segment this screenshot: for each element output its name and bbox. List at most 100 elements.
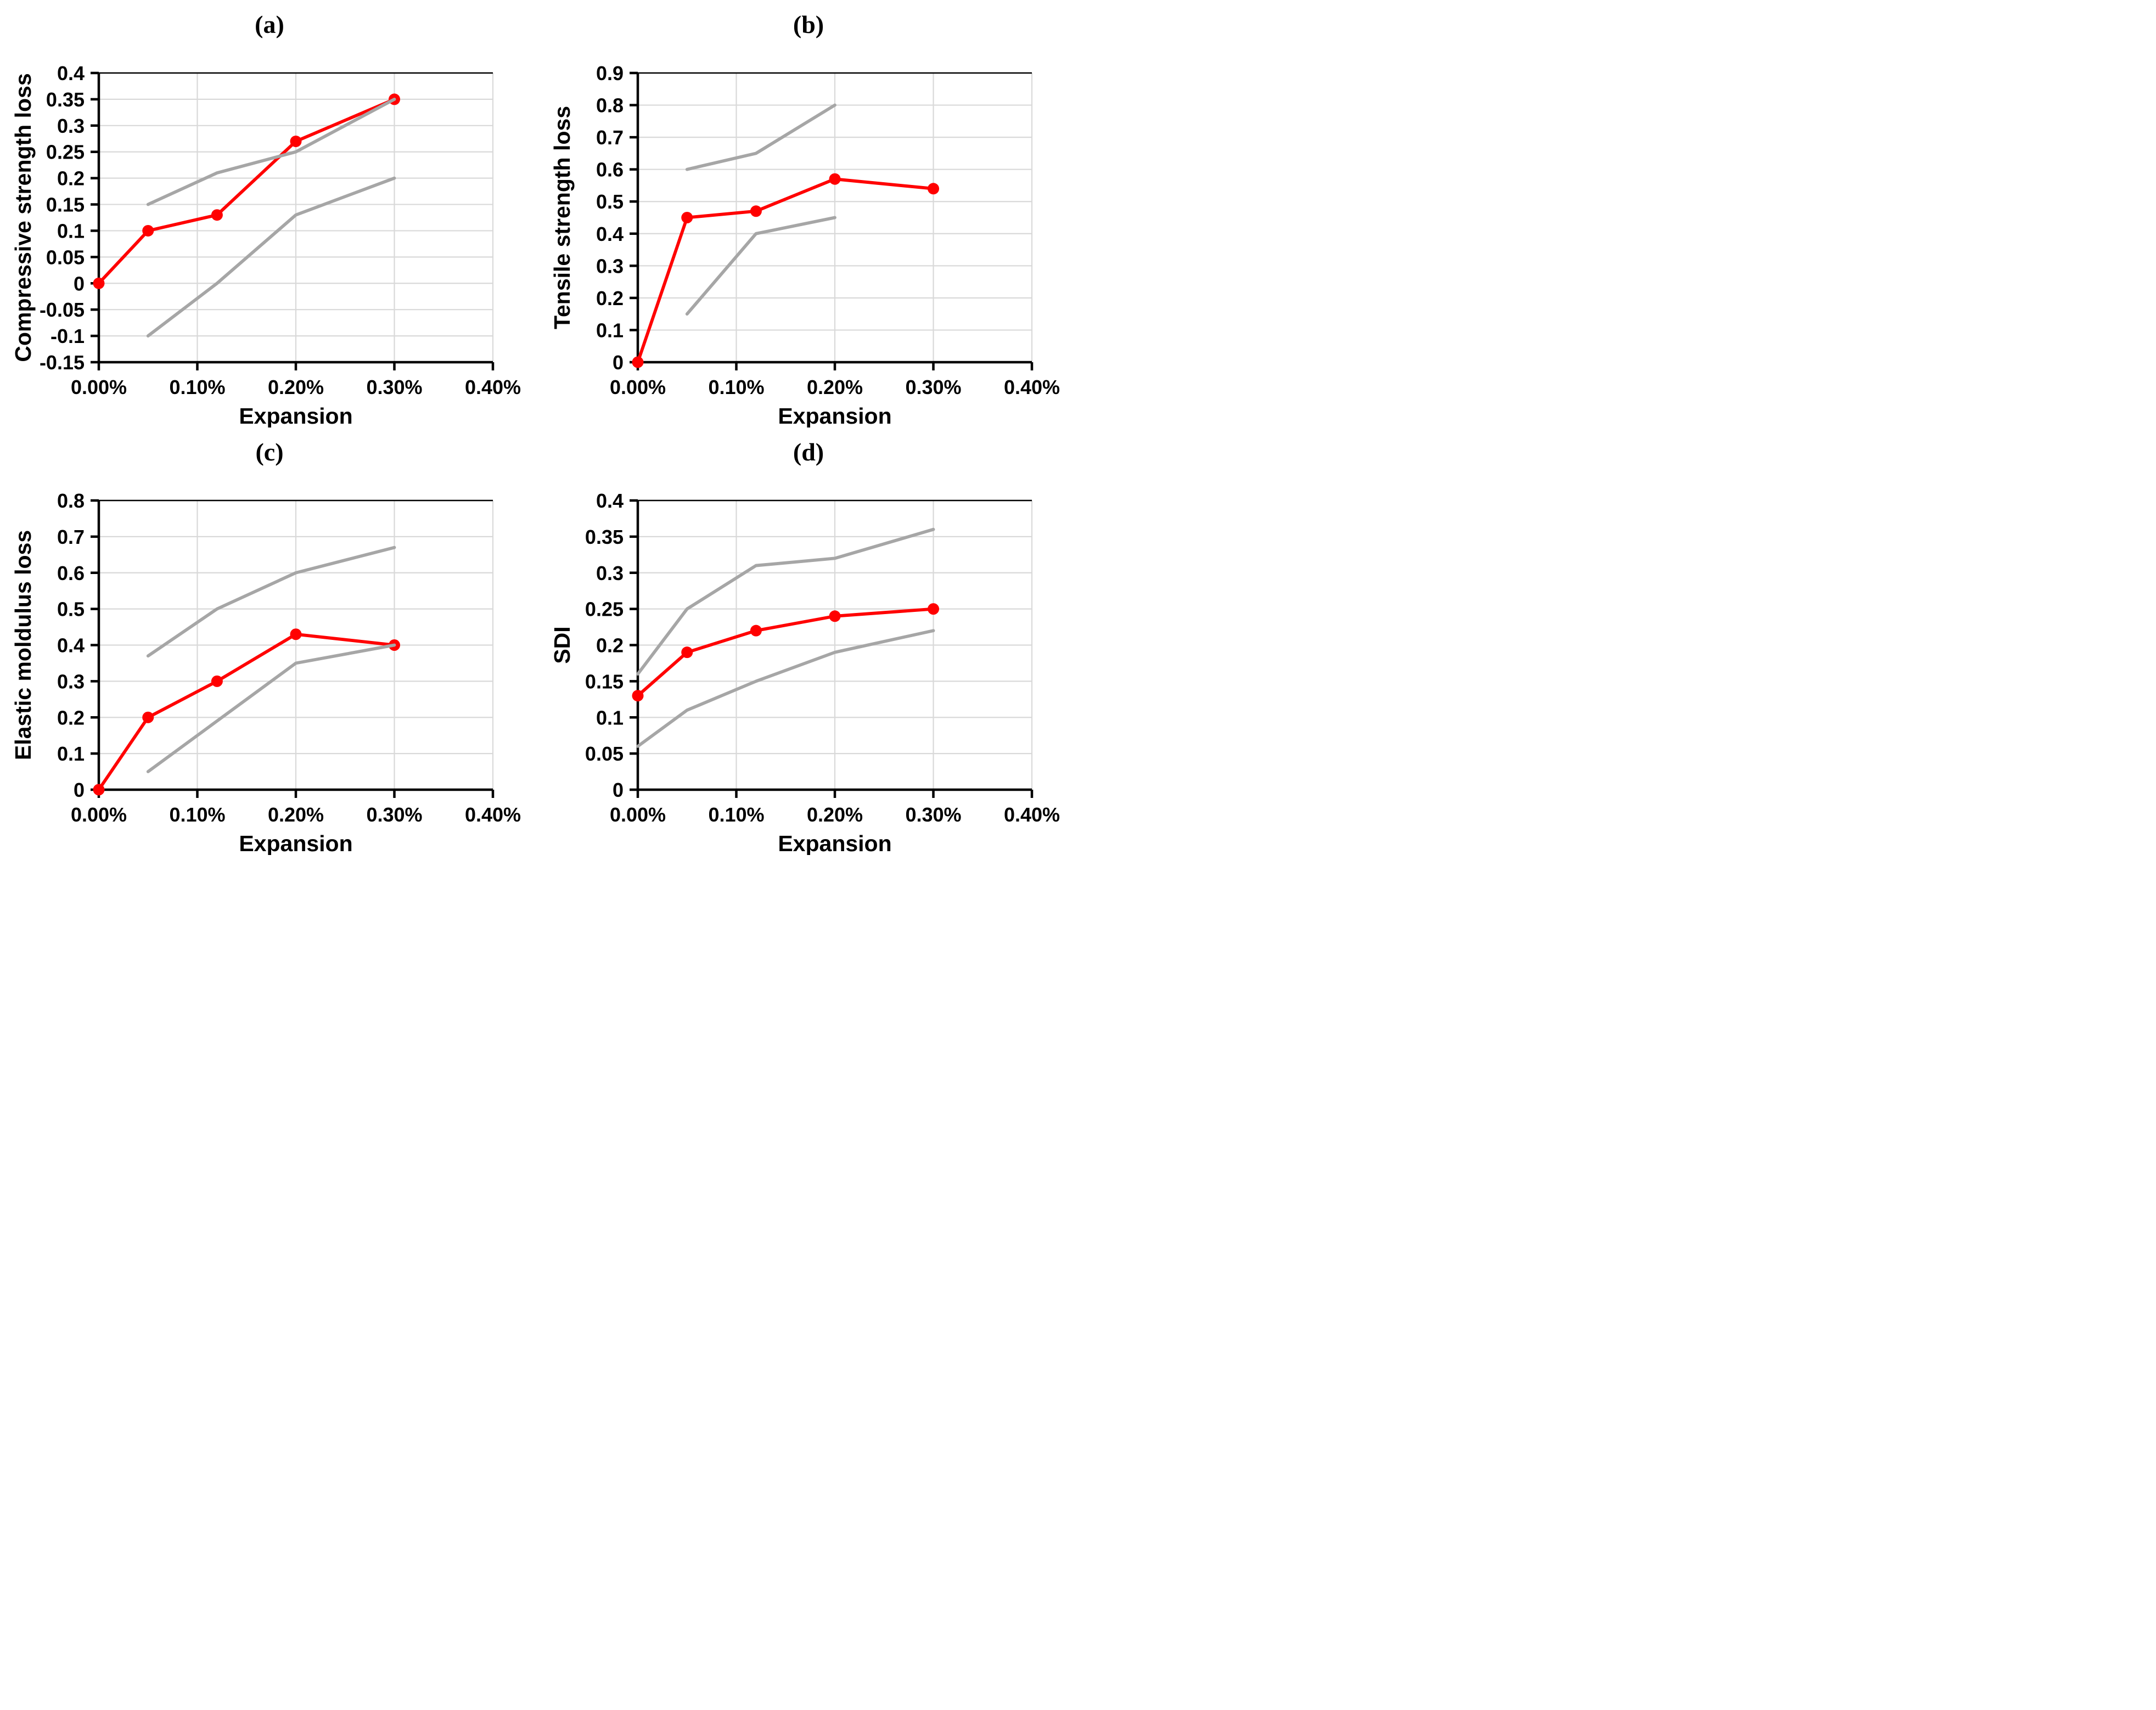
- x-tick-label: 0.00%: [71, 803, 127, 826]
- x-tick-label: 0.20%: [268, 376, 324, 398]
- chart-panel-d: 0.4 0.35 0.3 0.25 0.2 0.15 0.1 0.05 00.00% 0.10% 0…: [539, 428, 1078, 855]
- x-tick-label: 0.20%: [268, 803, 324, 826]
- series-group: [632, 527, 939, 748]
- y-tick-label: -0.15: [40, 351, 85, 374]
- gridlines: [638, 499, 1033, 790]
- series-lower-bound-line: [685, 216, 836, 316]
- x-tick-label: 0.30%: [366, 376, 422, 398]
- x-tick-label: 0.40%: [465, 376, 521, 398]
- x-tick-label: 0.10%: [708, 376, 764, 398]
- series-lower-bound-line: [636, 629, 935, 748]
- y-tick-label: 0.2: [57, 167, 85, 190]
- figure-grid: 0.4 0.35 0.3 0.25 0.2 0.15 0.1 0.05 0 -0.05 -0.1 -0…: [0, 0, 1078, 855]
- y-tick-label: 0.4: [596, 490, 624, 512]
- y-tick-label: 0.5: [596, 190, 624, 213]
- data-point-marker: [290, 136, 302, 148]
- x-tick-label: 0.40%: [1004, 376, 1060, 398]
- chart-panel-b: 0.9 0.8 0.7 0.6 0.5 0.4 0.3 0.2 0.1 00.00% 0.10% 0.…: [539, 0, 1078, 428]
- y-tick-label: 0.4: [596, 223, 624, 245]
- y-tick-label: 0.3: [596, 562, 624, 584]
- chart-text: 0.4 0.35 0.3 0.25 0.2 0.15 0.1 0.05 00.00% 0.10% 0…: [549, 438, 1060, 855]
- chart-panel-c: 0.8 0.7 0.6 0.5 0.4 0.3 0.2 0.1 00.00% 0.10% 0.20%…: [0, 428, 539, 855]
- series-group: [632, 103, 939, 368]
- y-tick-label: 0.1: [596, 706, 624, 729]
- y-tick-label: 0.6: [57, 562, 85, 584]
- y-tick-label: -0.05: [40, 299, 85, 321]
- chart-panel-a: 0.4 0.35 0.3 0.25 0.2 0.15 0.1 0.05 0 -0.05 -0.1 -0…: [0, 0, 539, 428]
- y-axis-title: Tensile strength loss: [549, 106, 575, 329]
- x-tick-label: 0.00%: [71, 376, 127, 398]
- data-point-marker: [142, 224, 154, 237]
- y-axis-title: Elastic moldulus loss: [10, 530, 36, 760]
- data-point-marker: [829, 610, 841, 622]
- series-lower-bound-line: [146, 176, 396, 338]
- y-tick-label: 0.15: [46, 194, 85, 216]
- panel-background: [0, 0, 539, 428]
- y-tick-label: 0.9: [596, 62, 624, 85]
- y-tick-label: 0.25: [585, 598, 624, 621]
- y-tick-label: 0.7: [596, 126, 624, 149]
- y-tick-label: 0.35: [585, 526, 624, 548]
- y-tick-label: 0.4: [57, 634, 85, 657]
- y-tick-label: 0.35: [46, 88, 85, 111]
- series-group: [93, 93, 400, 338]
- axes: [630, 71, 1034, 370]
- data-point-marker: [681, 212, 693, 223]
- y-tick-label: 0.15: [585, 670, 624, 693]
- y-tick-label: 0.8: [57, 490, 85, 512]
- y-tick-label: 0: [613, 351, 624, 374]
- chart-text: 0.4 0.35 0.3 0.25 0.2 0.15 0.1 0.05 0 -0.05 -0.1 -0…: [10, 10, 521, 428]
- x-axis-title: Expansion: [239, 831, 352, 855]
- page-root: html,body{margin:0;padding:0;background:…: [0, 0, 1078, 855]
- x-tick-label: 0.00%: [610, 803, 666, 826]
- y-tick-label: 0.3: [57, 115, 85, 137]
- data-point-marker: [93, 784, 105, 796]
- y-tick-label: 0.5: [57, 598, 85, 621]
- series-lower-bound-line: [146, 643, 396, 773]
- y-axis-title: Compressive strength loss: [10, 73, 36, 362]
- y-tick-label: 0.6: [596, 159, 624, 181]
- y-tick-label: 0.2: [57, 706, 85, 729]
- y-tick-label: 0.05: [585, 743, 624, 765]
- panel-background: [0, 428, 539, 855]
- data-point-marker: [632, 690, 644, 702]
- y-tick-label: 0.3: [596, 255, 624, 277]
- data-point-marker: [290, 628, 302, 640]
- panel-title: (a): [255, 10, 284, 38]
- y-tick-label: 0.7: [57, 526, 85, 548]
- panel-title: (d): [793, 438, 824, 466]
- x-tick-label: 0.10%: [169, 803, 225, 826]
- series-upper-bound-line: [146, 545, 396, 658]
- x-axis-title: Expansion: [778, 403, 891, 428]
- y-tick-label: 0.4: [57, 62, 85, 85]
- panel-background: [539, 0, 1078, 428]
- y-tick-label: 0: [74, 272, 85, 295]
- y-tick-label: -0.1: [50, 325, 85, 347]
- gridlines: [99, 72, 494, 362]
- data-point-marker: [632, 356, 644, 368]
- data-point-marker: [93, 277, 105, 289]
- x-tick-label: 0.10%: [708, 803, 764, 826]
- y-tick-label: 0.1: [57, 220, 85, 242]
- x-axis-title: Expansion: [778, 831, 891, 855]
- y-tick-label: 0.8: [596, 94, 624, 117]
- x-tick-label: 0.30%: [366, 803, 422, 826]
- y-tick-label: 0.1: [596, 319, 624, 341]
- data-point-marker: [750, 625, 762, 637]
- panel-title: (c): [255, 438, 283, 466]
- series-group: [93, 545, 400, 796]
- x-tick-label: 0.30%: [905, 376, 961, 398]
- chart-text: 0.9 0.8 0.7 0.6 0.5 0.4 0.3 0.2 0.1 00.00% 0.10% 0.…: [549, 10, 1060, 428]
- x-tick-label: 0.10%: [169, 376, 225, 398]
- y-tick-label: 0: [613, 779, 624, 801]
- y-tick-label: 0.2: [596, 634, 624, 657]
- chart-text: 0.8 0.7 0.6 0.5 0.4 0.3 0.2 0.1 00.00% 0.10% 0.20%…: [10, 438, 521, 855]
- data-point-marker: [829, 173, 841, 185]
- y-tick-label: 0.05: [46, 246, 85, 268]
- data-point-marker: [928, 603, 939, 615]
- y-tick-label: 0.25: [46, 141, 85, 164]
- x-tick-label: 0.20%: [807, 376, 863, 398]
- series-upper-bound-line: [636, 527, 935, 676]
- data-point-marker: [211, 209, 223, 221]
- x-tick-label: 0.00%: [610, 376, 666, 398]
